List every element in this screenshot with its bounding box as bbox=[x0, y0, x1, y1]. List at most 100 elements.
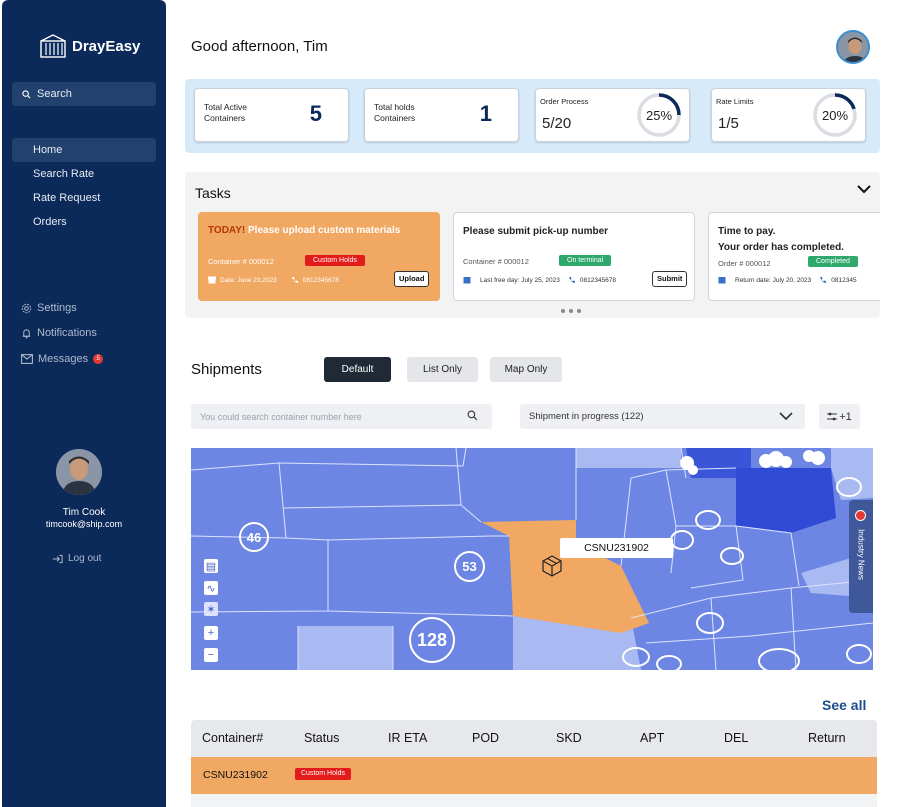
progress-ring bbox=[813, 93, 857, 137]
tab-list-only[interactable]: List Only bbox=[407, 357, 478, 382]
stat-active-containers[interactable]: Total Active Containers 5 bbox=[194, 88, 349, 142]
zoom-out-icon[interactable]: − bbox=[204, 648, 218, 662]
task-title: Please submit pick-up number bbox=[463, 226, 609, 237]
map-cluster[interactable]: 46 bbox=[239, 522, 269, 552]
map-route-icon[interactable]: ∿ bbox=[204, 581, 218, 595]
stat-label: Total holds Containers bbox=[374, 102, 416, 123]
tasks-title: Tasks bbox=[195, 185, 231, 201]
search-icon[interactable] bbox=[467, 410, 478, 421]
column-header[interactable]: Return bbox=[808, 731, 846, 745]
stat-rate-limits[interactable]: Rate Limits 1/5 20% bbox=[711, 88, 866, 142]
task-card[interactable]: Time to pay. Your order has completed. Or… bbox=[708, 212, 880, 301]
column-header[interactable]: POD bbox=[472, 731, 500, 745]
stat-order-process[interactable]: Order Process 5/20 25% bbox=[535, 88, 690, 142]
nav-label: Messages bbox=[38, 353, 89, 365]
chevron-down-icon[interactable] bbox=[856, 183, 872, 195]
header-avatar[interactable] bbox=[836, 30, 870, 64]
filter-button[interactable]: +1 bbox=[819, 404, 860, 429]
news-alert-dot bbox=[855, 510, 866, 521]
sidebar-item-orders[interactable]: Orders bbox=[12, 210, 156, 234]
status-badge: On terminal bbox=[559, 255, 612, 266]
carousel-dots[interactable] bbox=[561, 309, 581, 313]
map-tooltip: CSNU231902 bbox=[560, 538, 673, 558]
app-name: DrayEasy bbox=[72, 37, 141, 55]
column-header[interactable]: APT bbox=[640, 731, 665, 745]
task-phone: 0812345678 bbox=[579, 276, 617, 284]
carousel-dot[interactable] bbox=[561, 309, 565, 313]
column-header[interactable]: DEL bbox=[724, 731, 749, 745]
see-all-link[interactable]: See all bbox=[822, 697, 867, 713]
sidebar-search[interactable]: Search bbox=[12, 82, 156, 106]
shipment-filter-select[interactable]: Shipment in progress (122) bbox=[520, 404, 805, 429]
sidebar-item-search-rate[interactable]: Search Rate bbox=[12, 162, 156, 186]
table-row[interactable]: CSNU231902 Custom Holds bbox=[191, 757, 877, 794]
carousel-dot[interactable] bbox=[577, 309, 581, 313]
sidebar-item-messages[interactable]: Messages 5 bbox=[21, 353, 104, 365]
sidebar-item-notifications[interactable]: Notifications bbox=[21, 327, 97, 339]
task-card[interactable]: Please submit pick-up number Container #… bbox=[453, 212, 695, 301]
search-label: Search bbox=[37, 88, 72, 100]
phone-icon bbox=[291, 277, 298, 283]
column-header[interactable]: IR ETA bbox=[388, 731, 428, 745]
map-cluster[interactable]: 128 bbox=[409, 617, 455, 663]
table-header: Container# Status IR ETA POD SKD APT DEL… bbox=[191, 720, 877, 757]
map-layer-icon[interactable]: ▤ bbox=[204, 559, 218, 573]
chevron-down-icon bbox=[779, 412, 793, 421]
nav-label: Settings bbox=[37, 302, 77, 314]
filter-count: +1 bbox=[839, 410, 852, 423]
task-title-text: Please upload custom materials bbox=[248, 225, 401, 236]
sidebar-item-rate-request[interactable]: Rate Request bbox=[12, 186, 156, 210]
cell-container: CSNU231902 bbox=[203, 769, 268, 781]
progress-percent: 25% bbox=[645, 107, 673, 123]
zoom-in-icon[interactable]: + bbox=[204, 626, 218, 640]
container-search-input[interactable]: You could search container number here bbox=[191, 404, 492, 429]
tab-default[interactable]: Default bbox=[324, 357, 391, 382]
nav-label: Rate Request bbox=[33, 192, 101, 204]
task-date: Last free day: July 25, 2023 bbox=[480, 276, 560, 284]
column-header[interactable]: Container# bbox=[202, 731, 264, 745]
status-badge: Custom Holds bbox=[295, 768, 351, 780]
sidebar: DrayEasy Search Home Search Rate Rate Re… bbox=[2, 0, 166, 807]
progress-percent: 20% bbox=[821, 107, 849, 123]
gear-icon bbox=[21, 303, 32, 313]
sidebar-item-home[interactable]: Home bbox=[12, 138, 156, 162]
industry-news-tab[interactable]: Industry News bbox=[849, 500, 873, 613]
nav-label: Search Rate bbox=[33, 168, 95, 180]
task-title: Time to pay. Your order has completed. bbox=[718, 224, 844, 256]
map-cluster[interactable]: 53 bbox=[454, 551, 485, 582]
stat-label: Order Process bbox=[540, 97, 589, 106]
column-header[interactable]: Status bbox=[304, 731, 340, 745]
shipments-map[interactable]: 46 53 128 CSNU231902 ▤ ∿ ✶ + − Industry … bbox=[191, 448, 873, 670]
column-header[interactable]: SKD bbox=[556, 731, 582, 745]
carousel-dot[interactable] bbox=[569, 309, 573, 313]
stat-label: Rate Limits bbox=[716, 97, 754, 106]
task-date-row: Last free day: July 25, 2023 0812345678 bbox=[463, 276, 616, 284]
task-phone: 0812345 bbox=[831, 276, 857, 284]
upload-button[interactable]: Upload bbox=[394, 271, 430, 287]
bell-icon bbox=[22, 328, 31, 338]
stat-label: Total Active Containers bbox=[204, 102, 247, 123]
logout-icon bbox=[52, 554, 63, 563]
logout-label: Log out bbox=[68, 553, 102, 564]
search-placeholder: You could search container number here bbox=[200, 411, 362, 422]
avatar[interactable] bbox=[56, 449, 102, 495]
task-date: Return date: July 20, 2023 bbox=[735, 276, 812, 284]
submit-button[interactable]: Submit bbox=[652, 271, 688, 287]
stats-panel: Total Active Containers 5 Total holds Co… bbox=[185, 79, 880, 153]
calendar-icon bbox=[718, 277, 726, 284]
task-card[interactable]: TODAY! Please upload custom materials Co… bbox=[198, 212, 440, 301]
stat-value: 5 bbox=[309, 101, 322, 126]
greeting: Good afternoon, Tim bbox=[191, 38, 328, 55]
app-logo[interactable]: DrayEasy bbox=[38, 33, 140, 59]
task-container: Container # 000012 bbox=[208, 257, 274, 266]
stat-holds-containers[interactable]: Total holds Containers 1 bbox=[364, 88, 519, 142]
logout-button[interactable]: Log out bbox=[52, 553, 101, 564]
tab-map-only[interactable]: Map Only bbox=[490, 357, 562, 382]
sidebar-item-settings[interactable]: Settings bbox=[21, 302, 77, 314]
mail-icon bbox=[21, 354, 33, 364]
status-badge: Completed bbox=[808, 256, 858, 267]
search-icon bbox=[22, 89, 31, 98]
table-row[interactable] bbox=[191, 794, 877, 807]
nav-label: Home bbox=[33, 144, 63, 156]
map-weather-icon[interactable]: ✶ bbox=[204, 602, 218, 616]
